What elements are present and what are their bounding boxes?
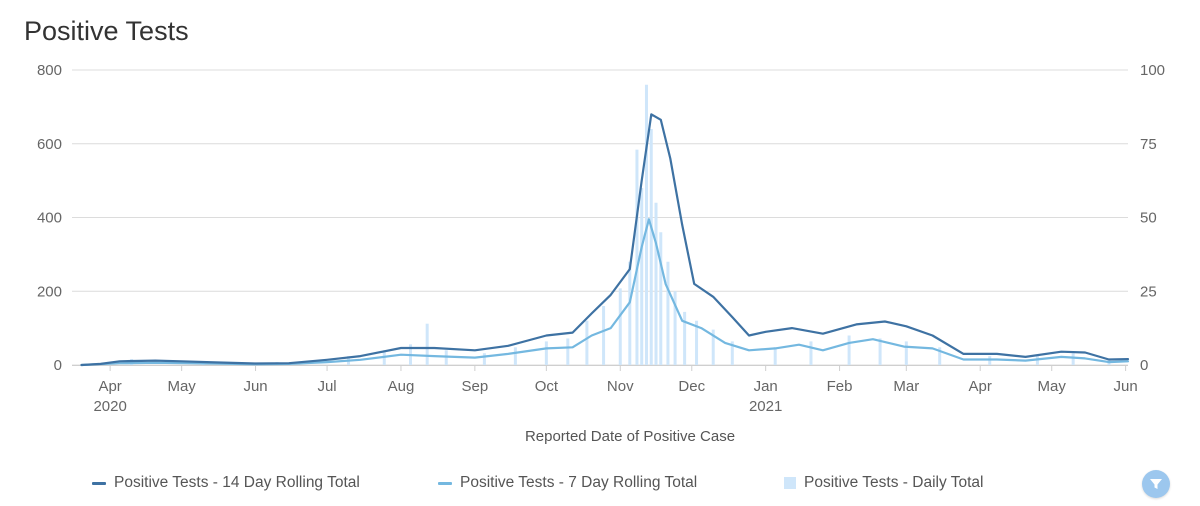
daily-total-bar xyxy=(683,311,687,365)
daily-total-bar xyxy=(544,341,548,365)
y-right-tick-label: 75 xyxy=(1140,136,1157,153)
x-tick-label: Apr xyxy=(969,378,992,395)
daily-total-bar xyxy=(695,320,699,365)
daily-total-bar xyxy=(847,335,851,365)
y-left-tick-label: 0 xyxy=(54,357,62,374)
x-tick-label: Aug xyxy=(388,378,415,395)
x-tick-label: Jan xyxy=(754,378,778,395)
daily-total-bar xyxy=(659,232,663,365)
x-tick-label: Nov xyxy=(607,378,634,395)
daily-total-bar xyxy=(566,338,570,365)
legend-item-7-day[interactable]: Positive Tests - 7 Day Rolling Total xyxy=(438,474,697,492)
x-tick-year-label: 2020 xyxy=(93,398,126,415)
chart-title: Positive Tests xyxy=(24,16,189,46)
filter-button[interactable] xyxy=(1142,470,1170,498)
daily-total-bar xyxy=(673,291,677,365)
daily-total-bar xyxy=(654,202,658,365)
y-right-tick-label: 50 xyxy=(1140,210,1157,227)
y-right-tick-label: 100 xyxy=(1140,62,1165,79)
daily-total-bar xyxy=(482,353,486,365)
daily-total-bar xyxy=(602,306,606,365)
x-tick-label: Sep xyxy=(462,378,489,395)
y-left-tick-label: 200 xyxy=(37,283,62,300)
daily-total-bar xyxy=(1071,353,1075,365)
x-tick-label: Jun xyxy=(243,378,267,395)
legend-swatch-14-day xyxy=(92,481,106,485)
legend-label-14-day: Positive Tests - 14 Day Rolling Total xyxy=(114,474,360,491)
x-tick-label: Feb xyxy=(827,378,853,395)
daily-total-bar xyxy=(1035,356,1039,365)
daily-total-bar xyxy=(635,149,639,365)
daily-total-bar xyxy=(878,338,882,365)
y-left-tick-label: 400 xyxy=(37,210,62,227)
daily-total-bar xyxy=(809,341,813,365)
chart-legend: Positive Tests - 14 Day Rolling Total Po… xyxy=(0,474,1200,498)
daily-total-bar xyxy=(711,329,715,365)
daily-total-bar xyxy=(649,129,653,365)
x-tick-label: Oct xyxy=(535,378,559,395)
x-tick-label: Dec xyxy=(678,378,705,395)
y-right-tick-label: 0 xyxy=(1140,357,1148,374)
daily-total-bar xyxy=(640,188,644,365)
y-left-tick-label: 800 xyxy=(37,62,62,79)
daily-total-bar xyxy=(938,347,942,365)
daily-total-bar xyxy=(618,288,622,365)
y-left-tick-label: 600 xyxy=(37,136,62,153)
daily-total-bar xyxy=(585,320,589,365)
legend-label-daily: Positive Tests - Daily Total xyxy=(804,474,984,491)
x-tick-label: May xyxy=(167,378,196,395)
x-tick-label: Jul xyxy=(317,378,336,395)
daily-total-bar xyxy=(904,341,908,365)
positive-tests-chart: 0 200 400 600 800 0 25 50 75 100 Apr 2020 May Jun Jul A… xyxy=(37,62,1165,445)
x-tick-year-label: 2021 xyxy=(749,398,782,415)
daily-total-bar xyxy=(425,323,429,365)
series-line-14-day xyxy=(80,113,1130,367)
daily-total-bar xyxy=(628,261,632,365)
x-tick-label: Mar xyxy=(893,378,919,395)
legend-swatch-daily xyxy=(784,477,796,489)
series-line-7-day xyxy=(80,218,1130,367)
legend-item-14-day[interactable]: Positive Tests - 14 Day Rolling Total xyxy=(92,474,360,492)
x-axis-label: Reported Date of Positive Case xyxy=(525,428,735,445)
x-tick-label: May xyxy=(1038,378,1067,395)
x-tick-label: Jun xyxy=(1114,378,1138,395)
x-tick-label: Apr xyxy=(98,378,121,395)
legend-swatch-7-day xyxy=(438,481,452,485)
daily-total-bar xyxy=(666,261,670,365)
legend-label-7-day: Positive Tests - 7 Day Rolling Total xyxy=(460,474,698,491)
daily-total-bar xyxy=(513,347,517,365)
daily-total-bar xyxy=(773,347,777,365)
legend-item-daily[interactable]: Positive Tests - Daily Total xyxy=(784,474,983,492)
y-right-tick-label: 25 xyxy=(1140,283,1157,300)
daily-total-bar xyxy=(730,341,734,365)
filter-icon xyxy=(1150,479,1162,489)
